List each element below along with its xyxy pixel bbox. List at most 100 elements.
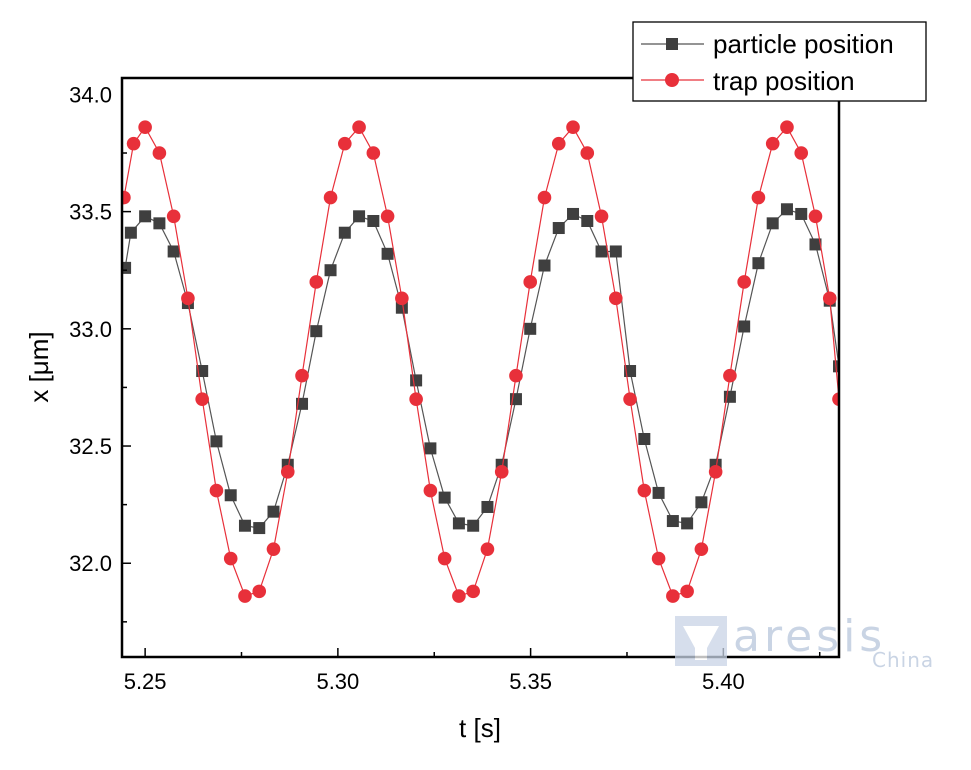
- data-point: [480, 542, 495, 556]
- data-point: [139, 210, 152, 223]
- data-point: [581, 214, 594, 227]
- data-point: [509, 393, 522, 406]
- data-point: [765, 136, 780, 151]
- data-point: [623, 392, 637, 406]
- y-tick-label: 32.5: [69, 434, 112, 459]
- x-tick-label: 5.25: [124, 669, 167, 694]
- data-point: [167, 245, 180, 258]
- data-point: [122, 261, 132, 274]
- data-point: [138, 120, 152, 135]
- data-point: [637, 483, 652, 498]
- series-trap-position: [122, 120, 839, 603]
- data-point: [323, 190, 338, 205]
- y-tick-label: 32.0: [69, 551, 112, 576]
- data-point: [780, 120, 794, 135]
- data-point: [523, 275, 538, 289]
- data-point: [238, 589, 252, 603]
- data-point: [367, 214, 380, 227]
- data-point: [395, 291, 409, 306]
- data-point: [353, 210, 366, 223]
- data-point: [195, 392, 209, 406]
- data-point: [651, 551, 666, 566]
- data-point: [695, 496, 708, 509]
- data-point: [809, 238, 822, 251]
- data-point: [538, 259, 551, 272]
- data-point: [566, 120, 580, 135]
- data-point: [126, 136, 141, 151]
- data-point: [238, 519, 251, 532]
- data-point: [352, 120, 366, 135]
- data-point: [209, 483, 224, 498]
- watermark-sub-text: China: [872, 648, 934, 672]
- legend: particle position trap position: [632, 21, 927, 102]
- data-point: [494, 465, 509, 479]
- x-axis-label: t [s]: [459, 713, 501, 743]
- data-point: [223, 551, 238, 566]
- data-point: [438, 491, 451, 504]
- data-point: [609, 291, 623, 306]
- data-point: [467, 519, 480, 532]
- data-point: [267, 505, 280, 518]
- data-point: [666, 515, 679, 528]
- data-point: [166, 209, 181, 224]
- data-point: [766, 217, 779, 230]
- data-point: [652, 486, 665, 499]
- data-point: [338, 136, 352, 151]
- x-tick-label: 5.35: [509, 669, 552, 694]
- x-tick-label: 5.30: [316, 669, 359, 694]
- data-point: [832, 392, 839, 406]
- x-tick-label: 5.40: [702, 669, 745, 694]
- legend-marker-particle: [666, 38, 678, 50]
- data-point: [752, 257, 765, 270]
- y-tick-label: 33.5: [69, 200, 112, 225]
- data-point: [153, 217, 166, 230]
- data-point: [723, 368, 737, 383]
- data-point: [437, 551, 452, 566]
- data-point: [210, 435, 223, 448]
- data-point: [609, 245, 622, 258]
- data-point: [224, 489, 237, 502]
- data-point: [324, 264, 337, 277]
- data-point: [524, 322, 537, 335]
- legend-box: [632, 21, 927, 102]
- data-point: [409, 392, 423, 406]
- data-point: [595, 245, 608, 258]
- data-point: [152, 146, 167, 160]
- data-point: [822, 291, 837, 306]
- data-point: [737, 275, 751, 289]
- data-point: [253, 522, 266, 535]
- data-point: [252, 584, 267, 599]
- data-point: [310, 325, 323, 338]
- axes-layer: 5.25 5.30 5.35 5.40 32.0 32.5 33.0 33.5 34.0: [69, 82, 821, 694]
- data-point: [808, 209, 823, 224]
- data-point: [509, 368, 523, 383]
- data-point: [424, 442, 437, 455]
- data-point: [296, 397, 309, 410]
- data-point: [410, 374, 423, 387]
- data-point: [122, 190, 131, 205]
- data-point: [694, 542, 709, 556]
- data-point: [124, 226, 137, 239]
- legend-label-trap: trap position: [713, 66, 855, 96]
- data-point: [794, 146, 809, 160]
- data-point: [381, 247, 394, 260]
- data-point: [795, 207, 808, 220]
- data-point: [738, 320, 751, 333]
- watermark-brand-text: aresis: [733, 611, 886, 662]
- data-point: [395, 301, 408, 314]
- data-point: [567, 207, 580, 220]
- data-point: [266, 542, 281, 556]
- legend-marker-trap: [665, 73, 679, 87]
- series-line: [123, 126, 839, 597]
- series-particle-position: [122, 203, 839, 535]
- data-point: [594, 209, 609, 224]
- data-point: [295, 368, 309, 383]
- data-point: [638, 432, 651, 445]
- data-point: [466, 584, 480, 599]
- data-point: [680, 584, 694, 599]
- data-point: [666, 589, 680, 603]
- plot-frame: [120, 76, 841, 659]
- data-point: [580, 146, 595, 160]
- watermark-emblem-funnel-icon: [683, 626, 719, 660]
